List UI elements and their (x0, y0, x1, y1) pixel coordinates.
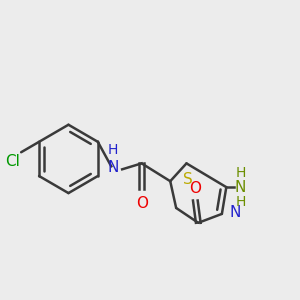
Text: H: H (235, 166, 245, 180)
Text: N: N (107, 160, 118, 175)
Text: O: O (189, 181, 201, 196)
Text: S: S (183, 172, 193, 187)
Text: N: N (235, 180, 246, 195)
Text: H: H (235, 195, 245, 208)
Text: O: O (136, 196, 148, 211)
Text: H: H (107, 143, 118, 158)
Text: Cl: Cl (5, 154, 20, 169)
Text: N: N (229, 205, 241, 220)
